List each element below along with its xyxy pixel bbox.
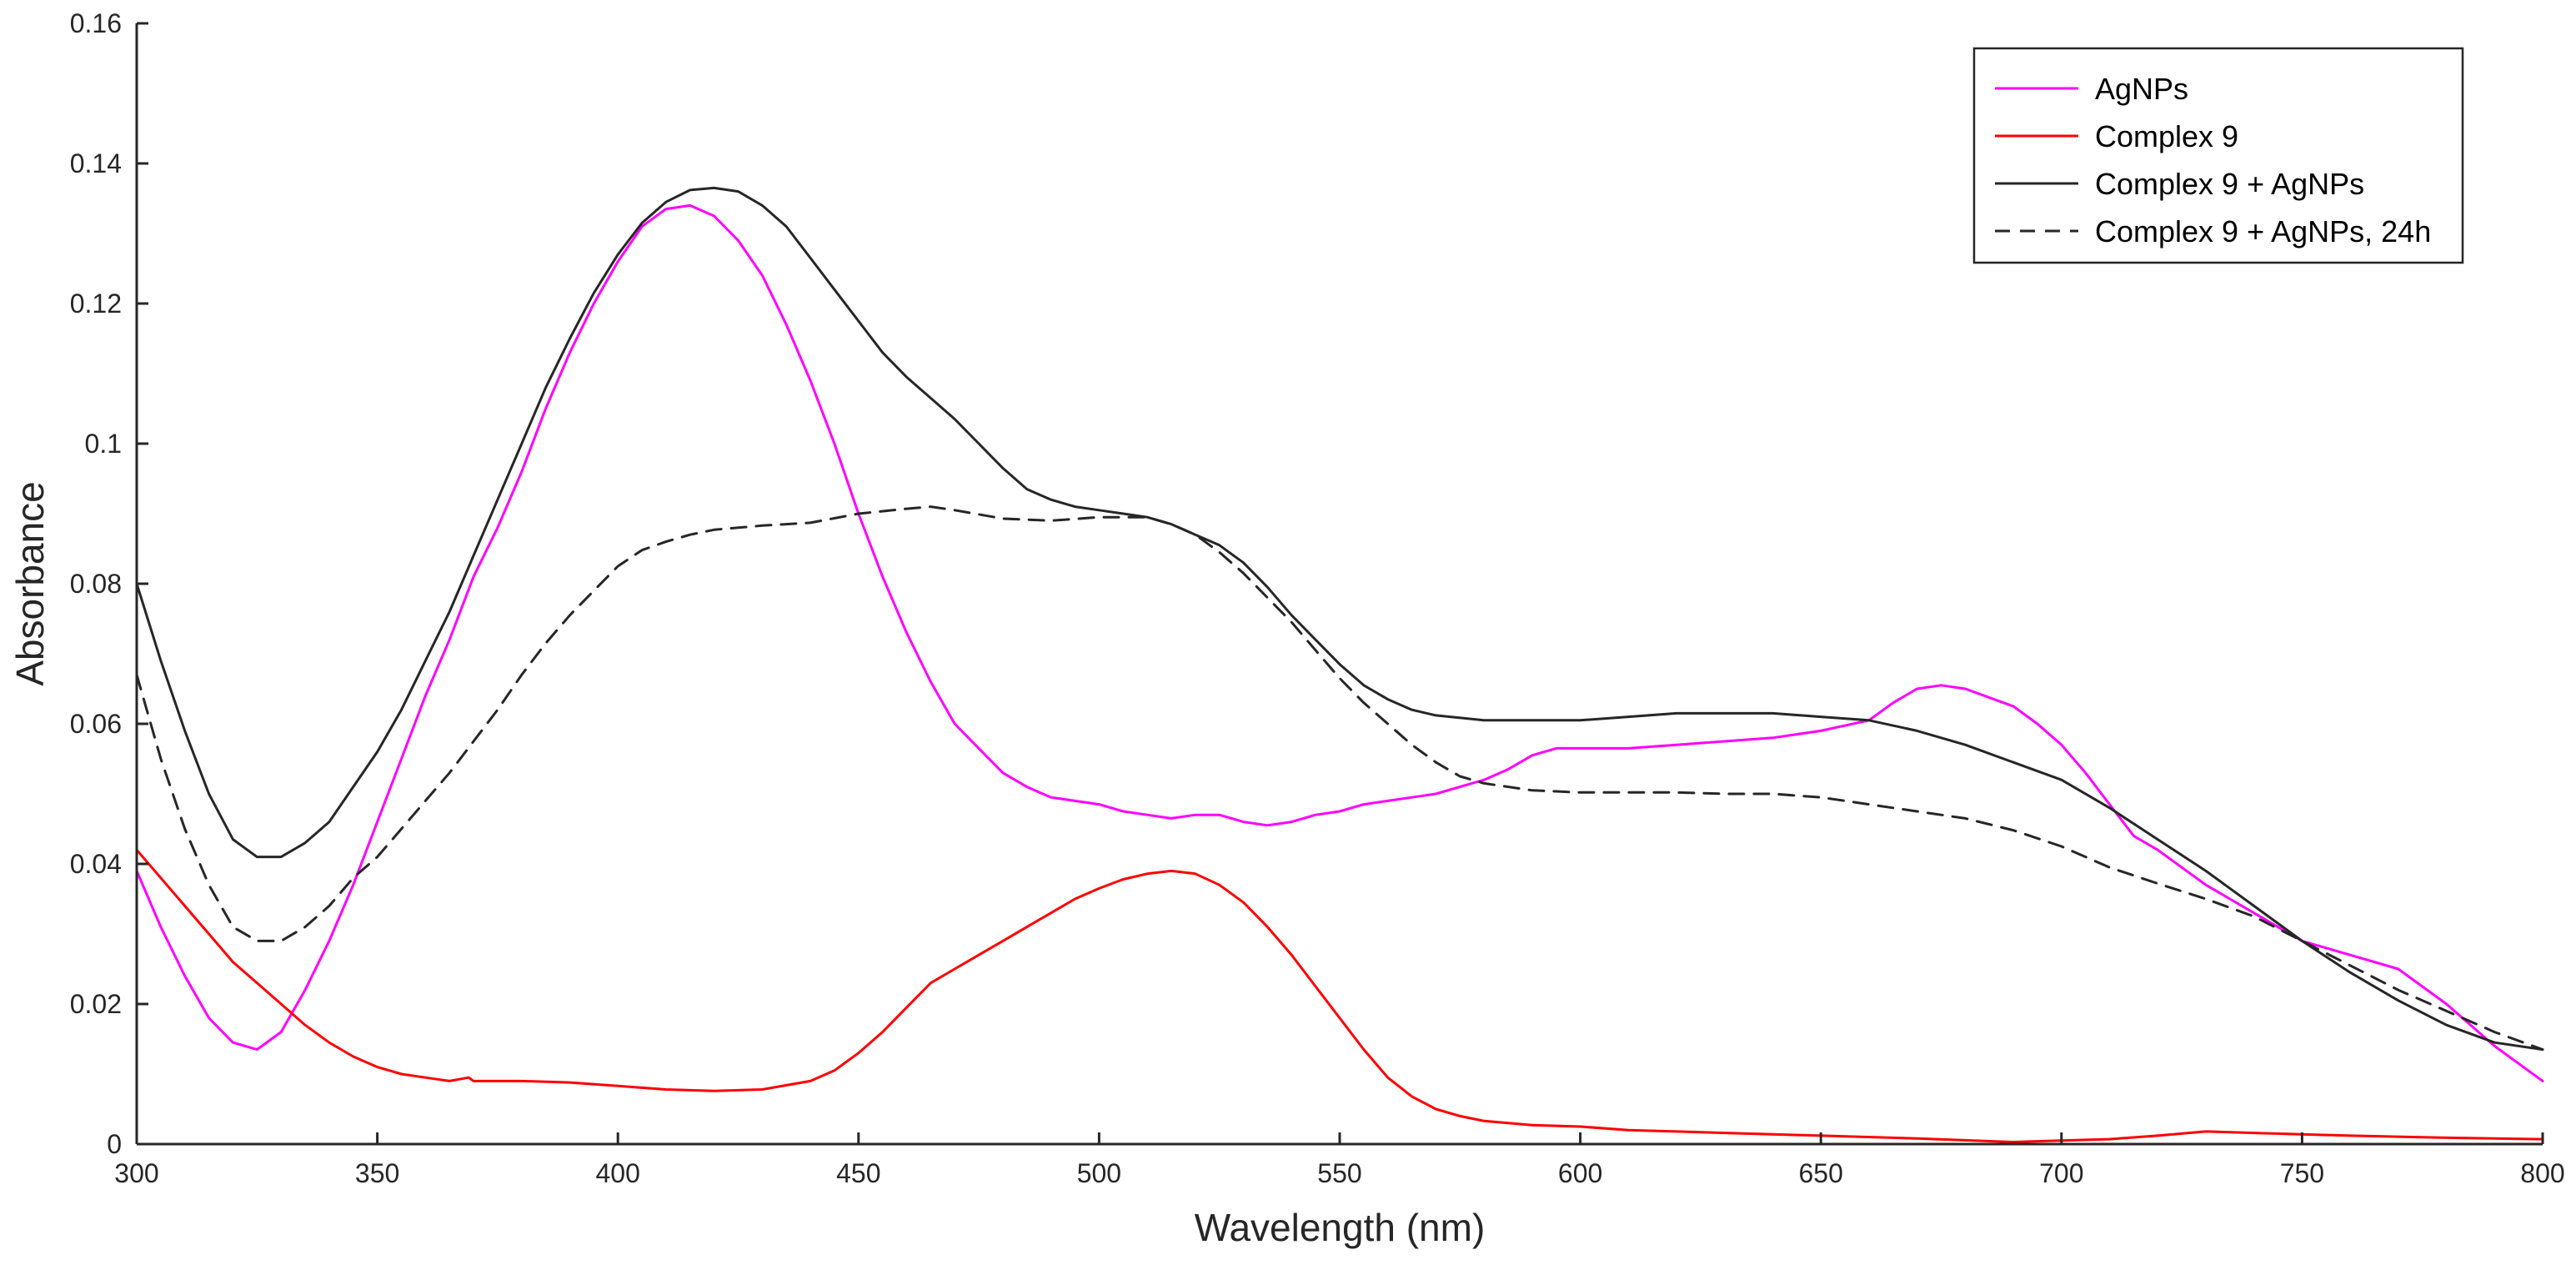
x-tick-label: 800 <box>2520 1158 2564 1188</box>
x-tick-label: 600 <box>1558 1158 1602 1188</box>
series-layer <box>135 186 2544 1143</box>
y-tick-label: 0.02 <box>70 989 122 1019</box>
y-axis-title: Absorbance <box>8 481 52 686</box>
series-line-complex-9-agnps-24h <box>135 505 2544 1052</box>
series-line-complex-9 <box>135 848 2544 1143</box>
series-line-complex-9-agnps <box>135 186 2544 1052</box>
x-tick-label: 400 <box>596 1158 640 1188</box>
legend-label-complex-9-agnps: Complex 9 + AgNPs <box>2095 167 2364 201</box>
series-line-agnps <box>135 203 2544 1082</box>
legend-box <box>1972 47 2464 264</box>
x-tick-label: 450 <box>836 1158 880 1188</box>
x-tick-label: 350 <box>355 1158 399 1188</box>
x-tick-label: 300 <box>114 1158 158 1188</box>
x-tick-label: 550 <box>1317 1158 1361 1188</box>
y-tick-label: 0.04 <box>70 849 122 879</box>
legend-label-agnps: AgNPs <box>2095 72 2188 106</box>
y-tick-label: 0.06 <box>70 709 122 739</box>
y-tick-label: 0.1 <box>85 429 122 459</box>
y-tick-label: 0.14 <box>70 148 122 178</box>
y-ticks: 0 0.02 0.04 0.06 0.08 0.1 0.12 0.14 0.16 <box>70 8 148 1159</box>
x-ticks: 300 350 400 450 500 550 600 650 700 750 800 <box>114 1132 2565 1188</box>
y-tick-label: 0 <box>107 1129 122 1159</box>
x-tick-label: 500 <box>1077 1158 1121 1188</box>
x-tick-label: 750 <box>2280 1158 2324 1188</box>
legend: AgNPs Complex 9 Complex 9 + AgNPs Complex 9… <box>1972 47 2464 264</box>
legend-label-complex-9: Complex 9 <box>2095 119 2238 153</box>
x-tick-label: 700 <box>2039 1158 2083 1188</box>
y-tick-label: 0.08 <box>70 569 122 599</box>
legend-label-complex-9-agnps-24h: Complex 9 + AgNPs, 24h <box>2095 214 2431 248</box>
y-tick-label: 0.16 <box>70 8 122 38</box>
y-tick-label: 0.12 <box>70 289 122 319</box>
x-tick-label: 650 <box>1799 1158 1843 1188</box>
x-axis-title: Wavelength (nm) <box>1195 1206 1486 1249</box>
